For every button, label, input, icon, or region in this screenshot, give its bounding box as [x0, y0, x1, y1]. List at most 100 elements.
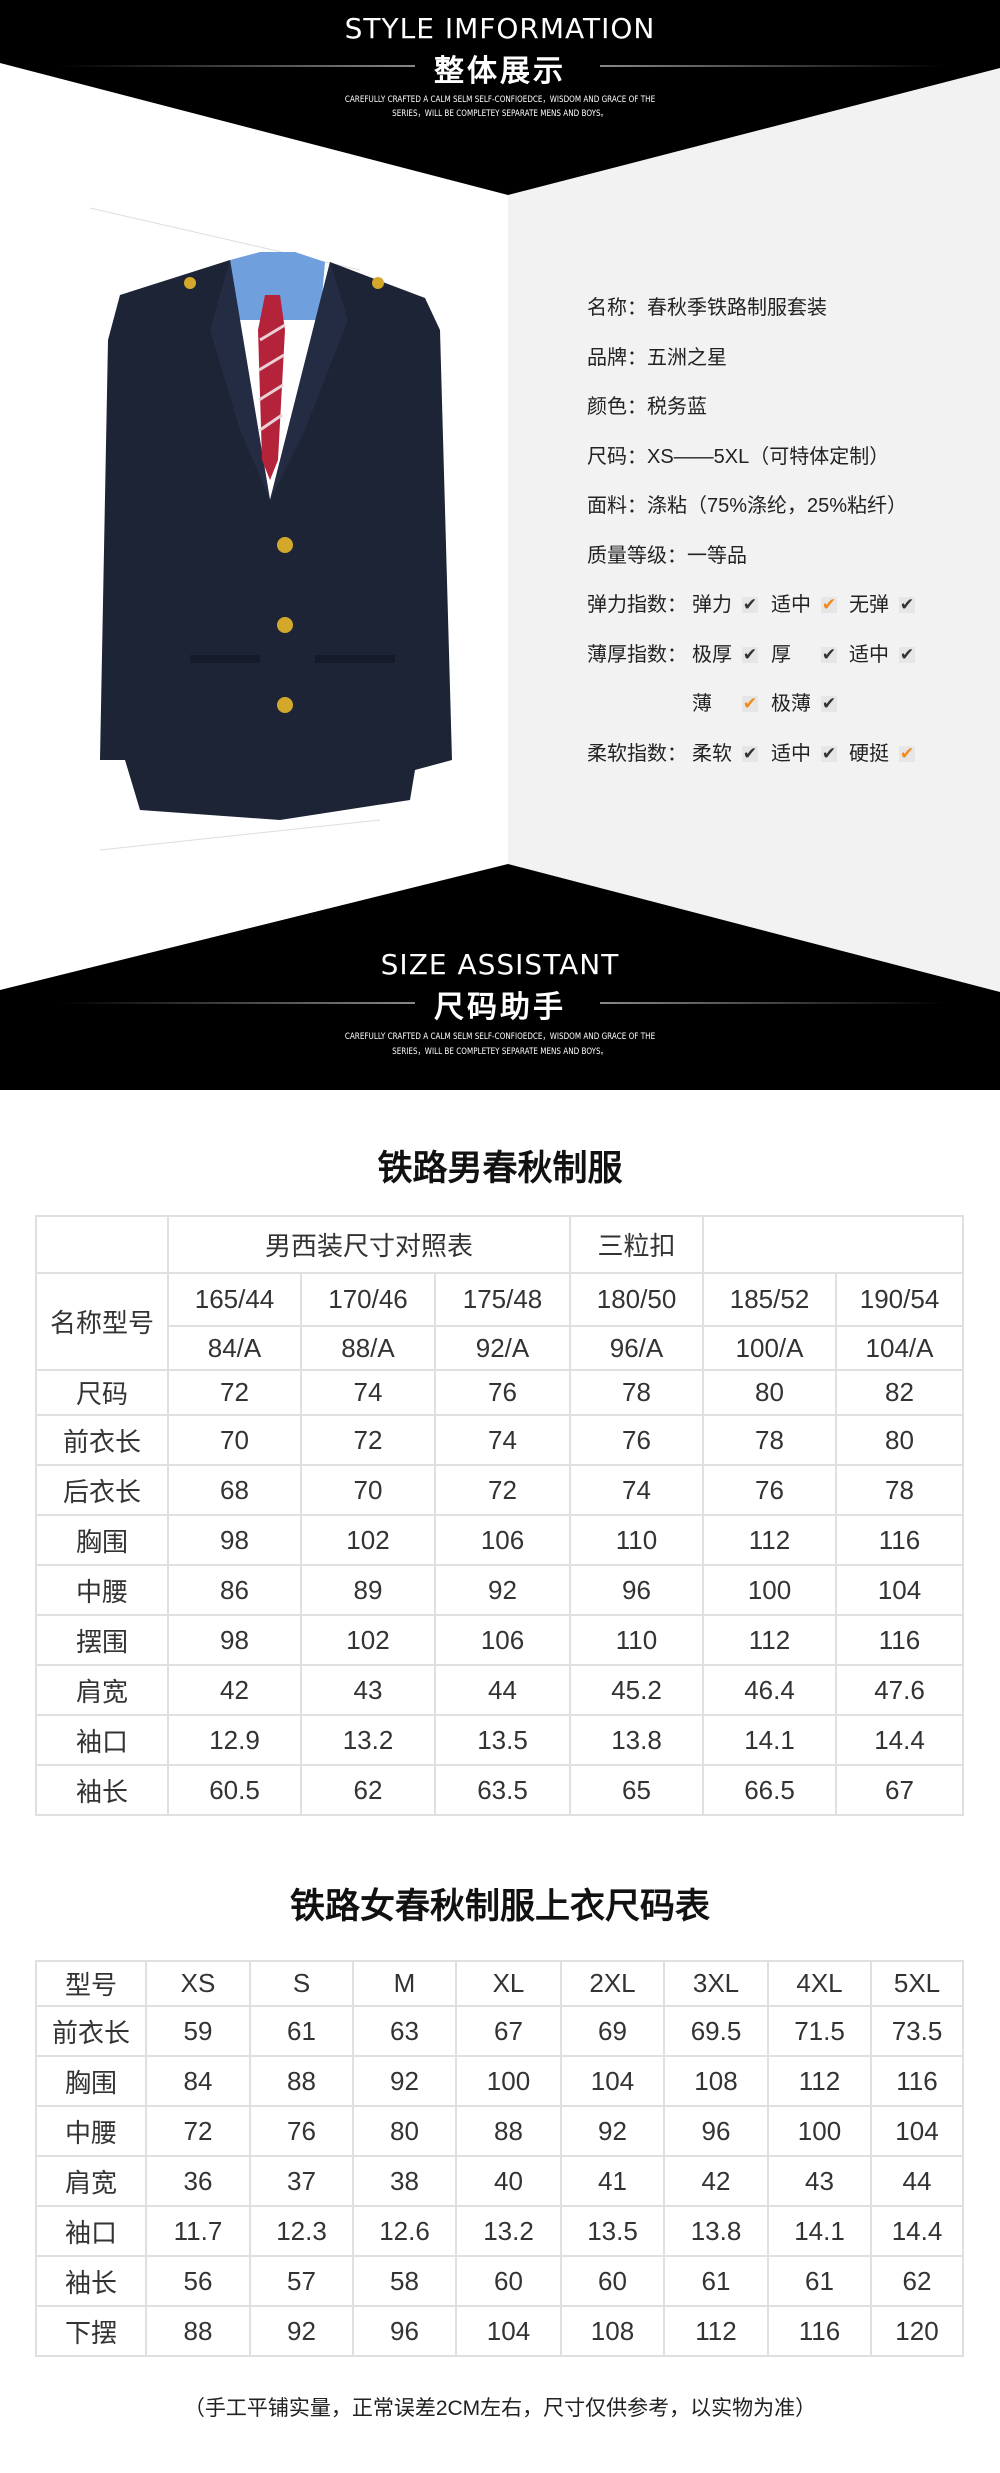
table-cell: 92 [249, 2305, 354, 2357]
table-cell: 14.1 [702, 1714, 838, 1766]
table-cell: 40 [455, 2155, 562, 2207]
table-cell: 76 [249, 2105, 354, 2157]
table-cell: 104 [455, 2305, 562, 2357]
size-header-cell: 5XL [870, 1960, 964, 2007]
row-label: 摆围 [35, 1614, 169, 1666]
table-cell: 46.4 [702, 1664, 838, 1716]
size-header-cell: S [249, 1960, 354, 2007]
table-cell: 13.8 [569, 1714, 705, 1766]
table-cell: 14.4 [835, 1714, 965, 1766]
table-cell: 56 [145, 2255, 251, 2307]
spec-row: 尺码：XS——5XL（可特体定制） [587, 445, 889, 469]
table-cell: 100 [702, 1564, 838, 1616]
table-cell: 70 [167, 1414, 302, 1466]
spec-value: 涤粘（75%涤纶，25%粘纤） [647, 495, 908, 517]
table-row: 后衣长 68 70 72 74 76 78 [35, 1464, 965, 1516]
style-banner-shape [0, 0, 1000, 195]
index-option: 薄 [692, 693, 712, 715]
spec-colon: ： [627, 297, 647, 319]
chest-type-cell: 96/A [569, 1325, 705, 1371]
chest-type-row: 84/A 88/A 92/A 96/A 100/A 104/A [36, 1325, 965, 1371]
table-cell: 69.5 [663, 2005, 769, 2057]
table-cell: 102 [300, 1514, 436, 1566]
spec-colon: ： [627, 396, 647, 418]
index-label-text: 弹力指数 [587, 594, 667, 616]
row-label: 肩宽 [35, 2155, 147, 2207]
buttons-note: 三粒扣 [569, 1215, 705, 1274]
spec-colon: ： [627, 495, 647, 517]
table-cell: 76 [569, 1414, 705, 1466]
height-cell: 185/52 [702, 1272, 838, 1327]
table-cell: 36 [145, 2155, 251, 2207]
table-cell: 13.8 [663, 2205, 769, 2257]
spec-row: 名称：春秋季铁路制服套装 [587, 296, 827, 320]
table-cell: 14.4 [870, 2205, 964, 2257]
table-cell: 88 [249, 2055, 354, 2107]
check-icon: ✔ [821, 743, 837, 763]
height-cell: 165/44 [167, 1272, 302, 1327]
table-cell: 108 [560, 2305, 665, 2357]
table-cell: 60 [455, 2255, 562, 2307]
divider-line [600, 65, 945, 67]
height-cell: 190/54 [835, 1272, 965, 1327]
table-cell: 62 [870, 2255, 964, 2307]
check-icon: ✔ [821, 694, 837, 713]
table-cell: 88 [145, 2305, 251, 2357]
button-icon [277, 617, 293, 633]
checked-icon: ✔ [821, 595, 837, 614]
table-cell: 13.5 [560, 2205, 665, 2257]
divider-line [600, 1002, 945, 1004]
table-cell: 116 [870, 2055, 964, 2107]
chest-type-cell: 92/A [433, 1325, 572, 1371]
table-cell: 63.5 [433, 1764, 572, 1816]
row-label: 袖口 [35, 2205, 147, 2257]
check-icon: ✔ [742, 595, 758, 614]
index-option: 适中 [771, 742, 811, 765]
button-icon [277, 537, 293, 553]
size-header-cell: 3XL [663, 1960, 769, 2007]
spec-row: 品牌：五洲之星 [587, 346, 727, 370]
index-label: 柔软指数： [587, 742, 687, 766]
table-cell: 71.5 [767, 2005, 872, 2057]
row-label: 袖长 [35, 2255, 147, 2307]
spec-value: 五洲之星 [647, 346, 727, 369]
index-colon: ： [667, 594, 687, 616]
check-icon: ✔ [899, 644, 915, 664]
spec-label: 名称 [587, 297, 627, 319]
index-label: 弹力指数： [587, 593, 687, 617]
spec-value: 一等品 [687, 544, 747, 567]
table-cell: 65 [569, 1764, 705, 1816]
index-option: 极厚 [692, 643, 732, 666]
table-cell: 120 [870, 2305, 964, 2357]
table-row: 中腰 86 89 92 96 100 104 [35, 1564, 965, 1616]
spec-label: 面料 [587, 495, 627, 517]
table-cell: 96 [663, 2105, 769, 2157]
table-cell: 80 [835, 1414, 965, 1466]
row-label: 中腰 [35, 2105, 147, 2157]
check-icon: ✔ [742, 743, 758, 763]
table-cell: 76 [433, 1369, 572, 1416]
women-table-title: 铁路女春秋制服上衣尺码表 [289, 1887, 710, 1926]
table-cell: 116 [767, 2305, 872, 2357]
table-cell: 41 [560, 2155, 665, 2207]
table-cell: 37 [249, 2155, 354, 2207]
table-cell: 57 [249, 2255, 354, 2307]
table-cell: 89 [300, 1564, 436, 1616]
table-cell: 47.6 [835, 1664, 965, 1716]
check-icon: ✔ [899, 595, 915, 614]
index-colon: ： [667, 643, 687, 666]
table-cell: 13.5 [433, 1714, 572, 1766]
spec-row: 颜色：税务蓝 [587, 395, 707, 419]
divider-line [60, 65, 415, 67]
spec-value: 春秋季铁路制服套装 [647, 297, 827, 319]
table-cell: 100 [767, 2105, 872, 2157]
index-label-text: 薄厚指数 [587, 643, 667, 666]
spec-label: 质量等级 [587, 544, 667, 567]
size-header-cell: 2XL [560, 1960, 665, 2007]
row-label: 尺码 [35, 1369, 169, 1416]
chest-type-cell: 100/A [702, 1325, 838, 1371]
table-row: 前衣长 70 72 74 76 78 80 [35, 1414, 965, 1466]
table-cell: 43 [300, 1664, 436, 1716]
table-cell: 66.5 [702, 1764, 838, 1816]
table-cell: 112 [663, 2305, 769, 2357]
